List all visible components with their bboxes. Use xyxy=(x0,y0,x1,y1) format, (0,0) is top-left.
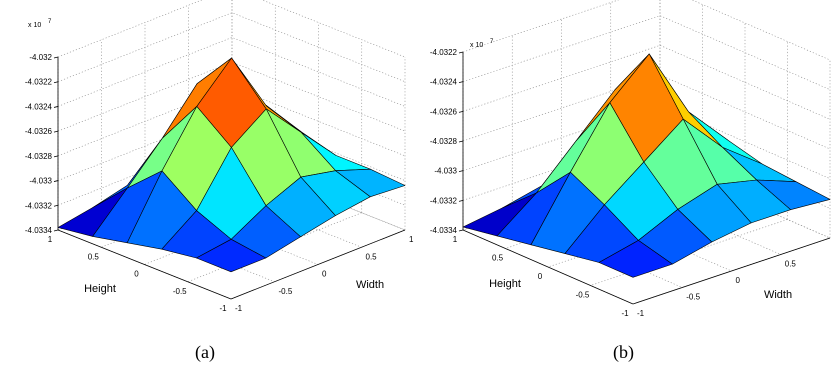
z-tick-label: -4.0334 xyxy=(25,226,53,235)
z-tick-mark xyxy=(53,204,59,207)
z-tick-label: -4.0322 xyxy=(25,78,53,87)
z-tick-label: -4.033 xyxy=(434,167,457,176)
z-grid-line xyxy=(462,0,831,61)
width-tick-label: 0 xyxy=(322,270,327,279)
z-grid-line xyxy=(57,111,406,181)
width-tick-label: -0.5 xyxy=(686,293,700,302)
z-multiplier-label: x 10 xyxy=(28,22,41,29)
z-tick-label: -4.0324 xyxy=(25,102,53,111)
width-axis-title: Width xyxy=(764,289,792,301)
z-tick-mark xyxy=(53,130,59,133)
z-multiplier-exponent: 7 xyxy=(48,19,52,25)
z-tick-label: -4.0334 xyxy=(430,226,458,235)
caption-b: (b) xyxy=(613,342,634,362)
z-tick-label: -4.032 xyxy=(29,53,52,62)
z-grid-line xyxy=(57,12,406,82)
z-tick-label: -4.0326 xyxy=(25,127,53,136)
surface-patch xyxy=(598,240,673,278)
z-tick-label: -4.0328 xyxy=(25,152,53,161)
height-tick-label: 0 xyxy=(538,272,543,281)
height-tick-label: 1 xyxy=(48,235,53,244)
height-axis-title: Height xyxy=(84,283,116,295)
z-tick-mark xyxy=(458,199,464,202)
z-tick-label: -4.0326 xyxy=(430,107,458,116)
caption-a: (a) xyxy=(195,342,215,362)
z-tick-mark xyxy=(458,81,464,84)
z-tick-label: -4.033 xyxy=(29,177,52,186)
axes xyxy=(53,56,406,300)
z-tick-label: -4.0332 xyxy=(430,196,458,205)
height-tick-label: -0.5 xyxy=(173,287,187,296)
z-tick-label: -4.0332 xyxy=(25,201,53,210)
z-tick-mark xyxy=(458,229,464,232)
tick-labels: -4.0334 -4.0332 -4.033 -4.0328 -4.0326 -4.032… xyxy=(430,48,797,318)
z-grid-line xyxy=(57,86,406,157)
height-axis-line xyxy=(462,229,634,305)
height-axis-line xyxy=(57,229,232,300)
height-tick-label: -0.5 xyxy=(576,291,590,300)
z-tick-label: -4.0328 xyxy=(430,137,458,146)
z-tick-label: -4.0322 xyxy=(430,48,458,57)
z-tick-label: -4.0324 xyxy=(430,78,458,87)
width-tick-label: 1 xyxy=(409,235,414,244)
width-tick-label: -0.5 xyxy=(279,287,293,296)
z-tick-mark xyxy=(53,56,59,59)
width-axis-title: Width xyxy=(356,279,384,291)
height-tick-label: 0 xyxy=(134,270,139,279)
z-tick-mark xyxy=(458,170,464,173)
z-multiplier-exponent: 7 xyxy=(490,39,494,45)
surface-plot-b: -4.0334 -4.0332 -4.033 -4.0328 -4.0326 -4.032… xyxy=(430,0,831,318)
width-tick-label: 0.5 xyxy=(366,252,378,261)
z-tick-mark xyxy=(53,81,59,84)
height-tick-label: 0.5 xyxy=(88,252,100,261)
y-grid-floor-line xyxy=(590,219,788,286)
height-axis-title: Height xyxy=(489,278,521,290)
z-tick-mark xyxy=(53,106,59,108)
height-tick-label: 1 xyxy=(453,235,458,244)
z-grid-line xyxy=(57,0,406,58)
surface-patch xyxy=(196,239,267,273)
height-tick-label: -1 xyxy=(219,304,227,313)
width-axis-line xyxy=(632,237,831,305)
surface xyxy=(57,57,406,273)
height-tick-label: -1 xyxy=(621,309,629,318)
width-tick-label: -1 xyxy=(637,309,645,318)
width-tick-label: -1 xyxy=(235,304,243,313)
z-multiplier-label: x 10 xyxy=(470,42,483,49)
surface xyxy=(462,53,831,278)
x-grid-floor-line xyxy=(610,180,781,255)
x-grid-floor-line xyxy=(561,196,732,272)
surface-plot-a: -4.0334 -4.0332 -4.033 -4.0328 -4.0326 -4.032… xyxy=(25,0,414,313)
z-grid-line xyxy=(57,37,406,107)
z-tick-mark xyxy=(458,110,464,113)
height-tick-label: 0.5 xyxy=(492,254,504,263)
z-tick-mark xyxy=(53,155,59,158)
z-grid-line xyxy=(57,61,406,132)
z-tick-mark xyxy=(53,229,59,232)
width-tick-label: 0.5 xyxy=(785,260,797,269)
z-tick-mark xyxy=(458,140,464,143)
z-tick-mark xyxy=(458,51,464,54)
x-grid-floor-line xyxy=(512,213,683,288)
x-grid-floor-line xyxy=(659,163,831,239)
width-axis-line xyxy=(230,229,406,300)
tick-labels: -4.0334 -4.0332 -4.033 -4.0328 -4.0326 -4.032… xyxy=(25,53,414,313)
axes xyxy=(458,51,831,305)
z-tick-mark xyxy=(53,180,59,182)
width-tick-label: 0 xyxy=(736,276,741,285)
